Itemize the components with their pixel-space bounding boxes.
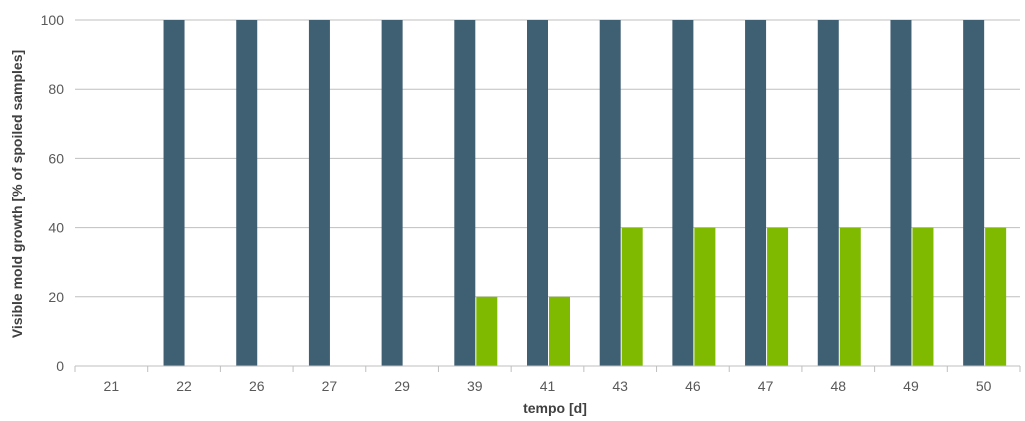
bar-series-1 xyxy=(381,20,403,366)
bar-series-1 xyxy=(963,20,985,366)
x-axis: 21 22 26 27 29 39 41 43 46 47 48 49 50 xyxy=(74,365,1021,394)
x-tick-label: 47 xyxy=(758,378,774,394)
bars xyxy=(163,20,1007,366)
bar-series-1 xyxy=(890,20,912,366)
bar-series-1 xyxy=(308,20,330,366)
x-tick-label: 27 xyxy=(322,378,338,394)
x-axis-title: tempo [d] xyxy=(523,400,587,416)
x-tick-label: 50 xyxy=(976,378,992,394)
bar-series-1 xyxy=(527,20,548,366)
bar-series-1 xyxy=(745,20,767,366)
y-tick-label: 60 xyxy=(48,150,64,166)
x-tick-label: 39 xyxy=(467,378,483,394)
x-tick-label: 49 xyxy=(903,378,919,394)
x-tick-label: 26 xyxy=(249,378,265,394)
x-tick-label: 22 xyxy=(176,378,192,394)
bar-series-2 xyxy=(694,227,716,366)
x-tick-label: 43 xyxy=(612,378,628,394)
x-tick-label: 48 xyxy=(830,378,846,394)
x-tick-label: 21 xyxy=(104,378,120,394)
y-tick-label: 20 xyxy=(48,289,64,305)
bar-series-2 xyxy=(621,227,643,366)
x-tick-label: 41 xyxy=(540,378,556,394)
bar-series-1 xyxy=(599,20,621,366)
bar-series-2 xyxy=(839,227,861,366)
bar-series-2 xyxy=(767,227,789,366)
x-tick-label: 46 xyxy=(685,378,701,394)
bar-series-1 xyxy=(163,20,185,366)
bar-series-2 xyxy=(985,227,1007,366)
bar-series-1 xyxy=(817,20,839,366)
bar-series-1 xyxy=(236,20,258,366)
y-tick-label: 40 xyxy=(48,220,64,236)
bar-series-1 xyxy=(454,20,476,366)
y-tick-label: 0 xyxy=(56,358,64,374)
bar-series-1 xyxy=(672,20,694,366)
y-axis-title: Visible mold growth [% of spoiled sample… xyxy=(9,50,25,338)
x-tick-label: 29 xyxy=(394,378,410,394)
y-tick-label: 80 xyxy=(48,81,64,97)
y-tick-label: 100 xyxy=(41,12,65,28)
bar-series-2 xyxy=(476,296,498,366)
bar-series-2 xyxy=(549,296,570,366)
bar-series-2 xyxy=(912,227,934,366)
y-axis: 0 20 40 60 80 100 xyxy=(41,12,65,374)
